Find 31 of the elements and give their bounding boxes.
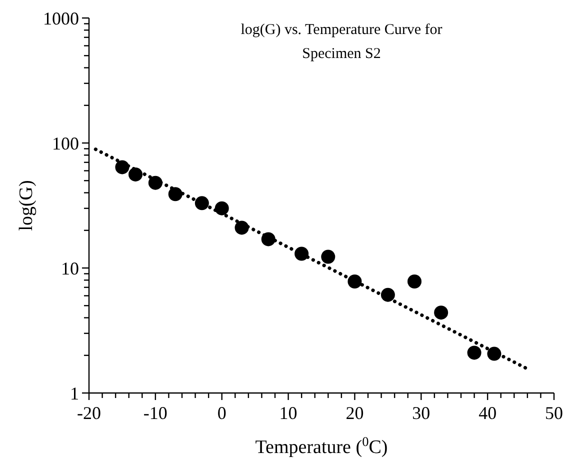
x-tick-label: -20 [77,403,101,423]
point [294,246,309,261]
y-tick-label: 1 [70,383,79,404]
x-tick-label: 30 [412,403,430,423]
x-tick-label: 50 [545,403,563,423]
y-tick-label: 1000 [43,8,79,28]
x-tick-label: 20 [346,403,364,423]
point [434,306,448,320]
x-axis-title: Temperature ($^{0}$C) [255,434,388,458]
point [168,187,182,202]
y-tick-label: 10 [61,258,79,278]
y-axis-title: log(G) [16,180,37,231]
x-tick-label: -10 [143,403,168,423]
point [321,250,336,264]
x-tick-label: 10 [279,403,298,423]
point [467,346,482,360]
point [487,346,502,361]
point [348,274,362,288]
x-tick-label: 0 [217,403,226,423]
text: log(G) vs. Temperature Curve for Specimen S2 [240,22,442,62]
point [380,288,395,302]
y-tick-label: 100 [52,133,79,154]
point [128,167,142,182]
point [214,201,229,216]
x-tick-label: 40 [478,403,497,423]
point [234,220,249,235]
point [115,160,130,174]
point [148,176,162,190]
point [194,196,209,210]
point [408,274,422,288]
point [261,232,276,246]
